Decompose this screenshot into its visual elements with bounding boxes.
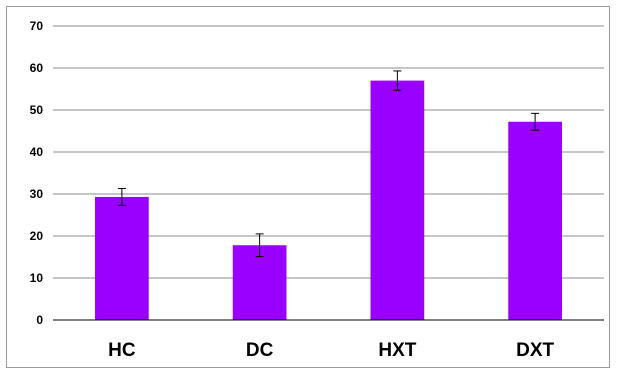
error-bars — [117, 70, 540, 258]
error-bar-hxt — [393, 70, 402, 91]
y-axis-ticks: 0 10 20 30 40 50 60 70 — [30, 19, 44, 327]
bar-dxt — [508, 121, 562, 320]
bar-hxt — [370, 80, 425, 320]
y-tick-label: 10 — [30, 271, 44, 285]
y-tick-label: 40 — [30, 145, 44, 159]
x-category-label: HC — [108, 340, 136, 361]
y-tick-label: 20 — [30, 229, 44, 243]
x-category-label: HXT — [378, 340, 416, 361]
error-bar-hc — [117, 188, 126, 206]
y-tick-label: 30 — [30, 187, 44, 201]
y-tick-label: 0 — [36, 313, 43, 327]
y-tick-label: 60 — [30, 61, 44, 75]
error-bar-dxt — [531, 112, 540, 131]
x-axis-labels: HC DC HXT DXT — [108, 340, 554, 361]
error-bar-dc — [255, 233, 264, 258]
x-category-label: DXT — [516, 340, 554, 361]
bar-dc — [232, 245, 287, 320]
y-tick-label: 50 — [30, 103, 44, 117]
bars — [95, 80, 562, 320]
x-category-label: DC — [246, 340, 274, 361]
bar-hc — [95, 196, 149, 320]
y-tick-label: 70 — [30, 19, 44, 33]
